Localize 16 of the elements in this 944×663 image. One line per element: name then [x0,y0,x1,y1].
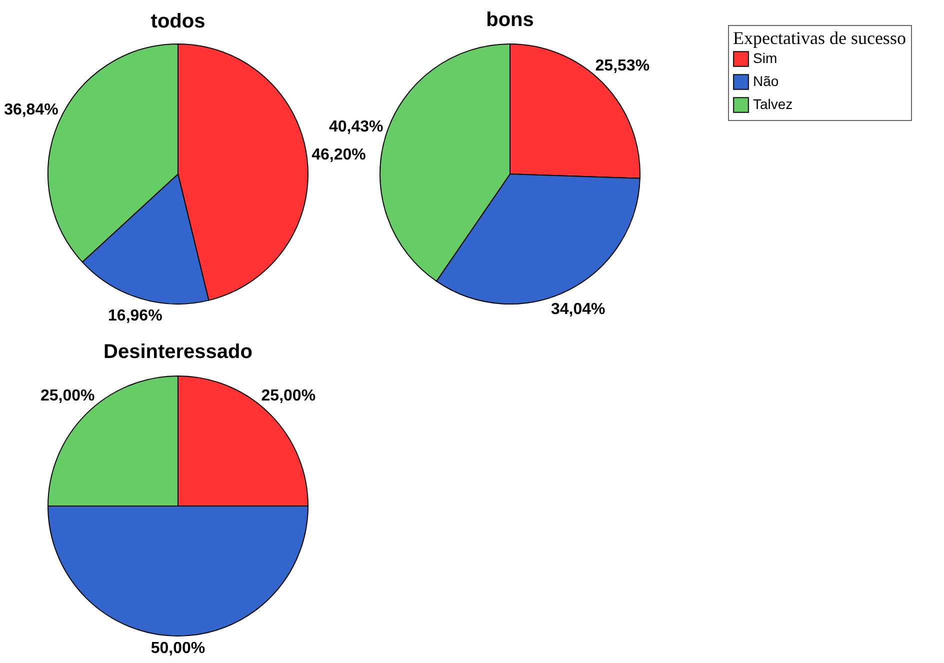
slice-label: todos [150,10,206,32]
data-label: 25,53% [595,57,650,74]
data-label: 50,00% [150,640,206,657]
data-label: 16,96% [108,307,162,324]
slice-label: bons [486,9,534,31]
data-label: 25,00% [40,388,95,405]
data-label: 36,84% [4,102,58,119]
slice-label: Desinteressado [104,341,252,363]
legend-label: Sim [753,50,778,66]
data-label: 40,43% [328,118,384,136]
data-label: 25,00% [261,388,316,405]
legend-title: Expectativas de sucesso [733,28,906,48]
legend-label: Talvez [753,96,793,112]
data-label: 46,20% [312,146,366,164]
legend-label: Não [753,73,779,89]
data-label: 34,04% [551,300,606,318]
